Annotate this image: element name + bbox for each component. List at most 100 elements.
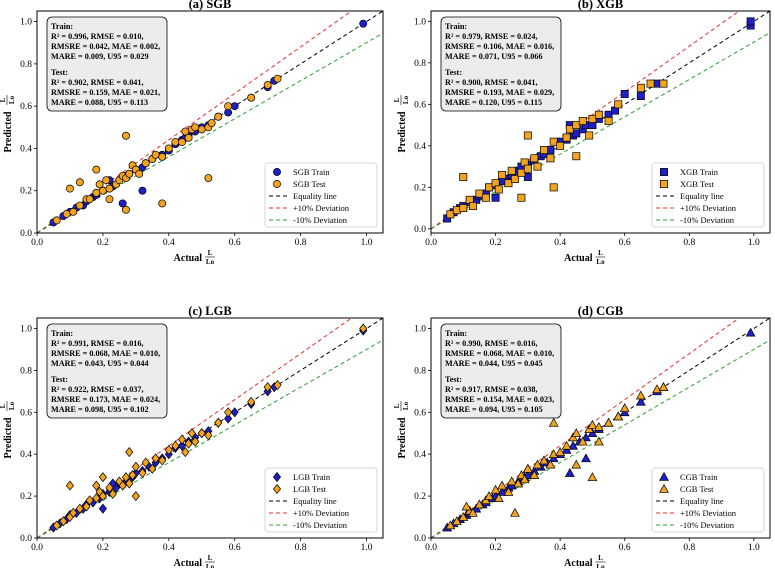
test-point [504, 179, 513, 188]
test-point [122, 131, 130, 140]
test-point [164, 144, 173, 153]
y-tick-label: 1.0 [414, 17, 426, 27]
test-point [517, 168, 526, 177]
train-point [523, 173, 532, 181]
x-ratio-numerator: L [598, 554, 603, 562]
test-point [158, 152, 167, 161]
y-ratio-denominator: Lo [402, 401, 410, 410]
test-point [151, 150, 160, 159]
train-point [98, 503, 107, 514]
test-point [118, 480, 127, 491]
plot-frame [36, 10, 384, 234]
test-point [224, 102, 233, 111]
test-point [105, 184, 114, 193]
test-point [204, 174, 213, 182]
y-tick-label: 1.0 [20, 18, 32, 28]
legend-box [651, 162, 765, 228]
legend-entry: +10% Deviation [680, 508, 737, 518]
metrics-test-label: Test: [51, 68, 68, 77]
test-point [52, 520, 61, 531]
y-ratio-numerator: L [0, 97, 7, 102]
x-tick-label: 0.6 [619, 543, 631, 553]
train-point [745, 327, 756, 337]
legend-entry: +10% Deviation [293, 508, 350, 518]
plot-frame [36, 317, 384, 539]
test-point [571, 459, 582, 469]
test-point [85, 195, 94, 204]
test-point [461, 501, 472, 511]
x-ratio-denominator: Lo [206, 258, 215, 266]
test-point [494, 185, 503, 194]
plus10-deviation-line [431, 11, 741, 230]
test-point [593, 436, 604, 446]
test-point [141, 159, 150, 168]
train-point [224, 413, 233, 424]
test-point [481, 193, 490, 202]
test-point [128, 470, 137, 481]
test-point [247, 93, 256, 102]
test-point [273, 379, 282, 391]
test-point [75, 201, 84, 210]
train-point [177, 440, 187, 451]
test-point [65, 480, 75, 491]
x-tick-label: 0.4 [554, 238, 566, 248]
y-tick-label: 0.8 [20, 366, 32, 376]
metrics-train-l2: RMSRE = 0.068, MAE = 0.010, [51, 349, 160, 358]
metrics-train-label: Train: [51, 22, 73, 31]
test-point [263, 81, 272, 89]
test-point [125, 478, 134, 489]
metrics-test-l2: RMSRE = 0.173, MAE = 0.024, [51, 395, 160, 404]
test-point [98, 472, 107, 483]
legend-entry: -10% Deviation [293, 215, 348, 225]
test-point [529, 470, 540, 479]
x-ratio-denominator: Lo [596, 258, 605, 266]
train-point [564, 468, 575, 477]
test-point [475, 189, 484, 198]
test-point [92, 480, 101, 491]
test-point [571, 428, 582, 438]
test-point [497, 480, 507, 490]
x-axis-label: Actual [174, 558, 203, 568]
test-point [125, 447, 134, 458]
data-points [442, 327, 756, 532]
y-tick-label: 0.8 [414, 366, 426, 376]
test-point [519, 474, 530, 484]
test-point [273, 74, 282, 83]
legend-entry: Equality line [293, 496, 337, 506]
metrics-test-r2: R² = 0.922, RMSE = 0.037, [51, 385, 144, 394]
test-point [587, 419, 598, 429]
test-point [587, 472, 598, 482]
test-point [197, 125, 206, 134]
test-point [588, 114, 597, 123]
metrics-test-l3: MARE = 0.094, U95 = 0.105 [445, 405, 543, 414]
y-axis-label-group: Predicted LLo [0, 95, 16, 152]
y-tick-label: 0.0 [20, 534, 32, 544]
test-point [151, 453, 160, 464]
test-point [197, 428, 206, 439]
test-point [613, 411, 624, 421]
test-point [204, 430, 213, 441]
test-point [594, 110, 603, 119]
chart-title: (a) SGB [189, 0, 232, 11]
test-point [545, 459, 556, 469]
test-point [604, 117, 613, 125]
train-point [230, 102, 239, 111]
metrics-train-r2: R² = 0.996, RMSE = 0.010, [51, 32, 144, 41]
metrics-train-r2: R² = 0.991, RMSE = 0.016, [51, 339, 144, 348]
x-tick-label: 1.0 [361, 543, 373, 553]
y-ratio-numerator: L [393, 97, 401, 102]
legend-box [651, 467, 765, 533]
y-tick-label: 0.2 [414, 492, 426, 502]
x-tick-label: 1.0 [361, 238, 373, 248]
y-tick-label: 1.0 [20, 324, 32, 334]
test-point [158, 455, 167, 466]
test-point [181, 447, 190, 458]
legend-entry: Equality line [680, 496, 724, 506]
test-point [523, 164, 532, 173]
test-point [187, 428, 196, 439]
test-point [562, 133, 571, 142]
chart-title: (c) LGB [188, 304, 231, 318]
test-point [69, 507, 78, 518]
